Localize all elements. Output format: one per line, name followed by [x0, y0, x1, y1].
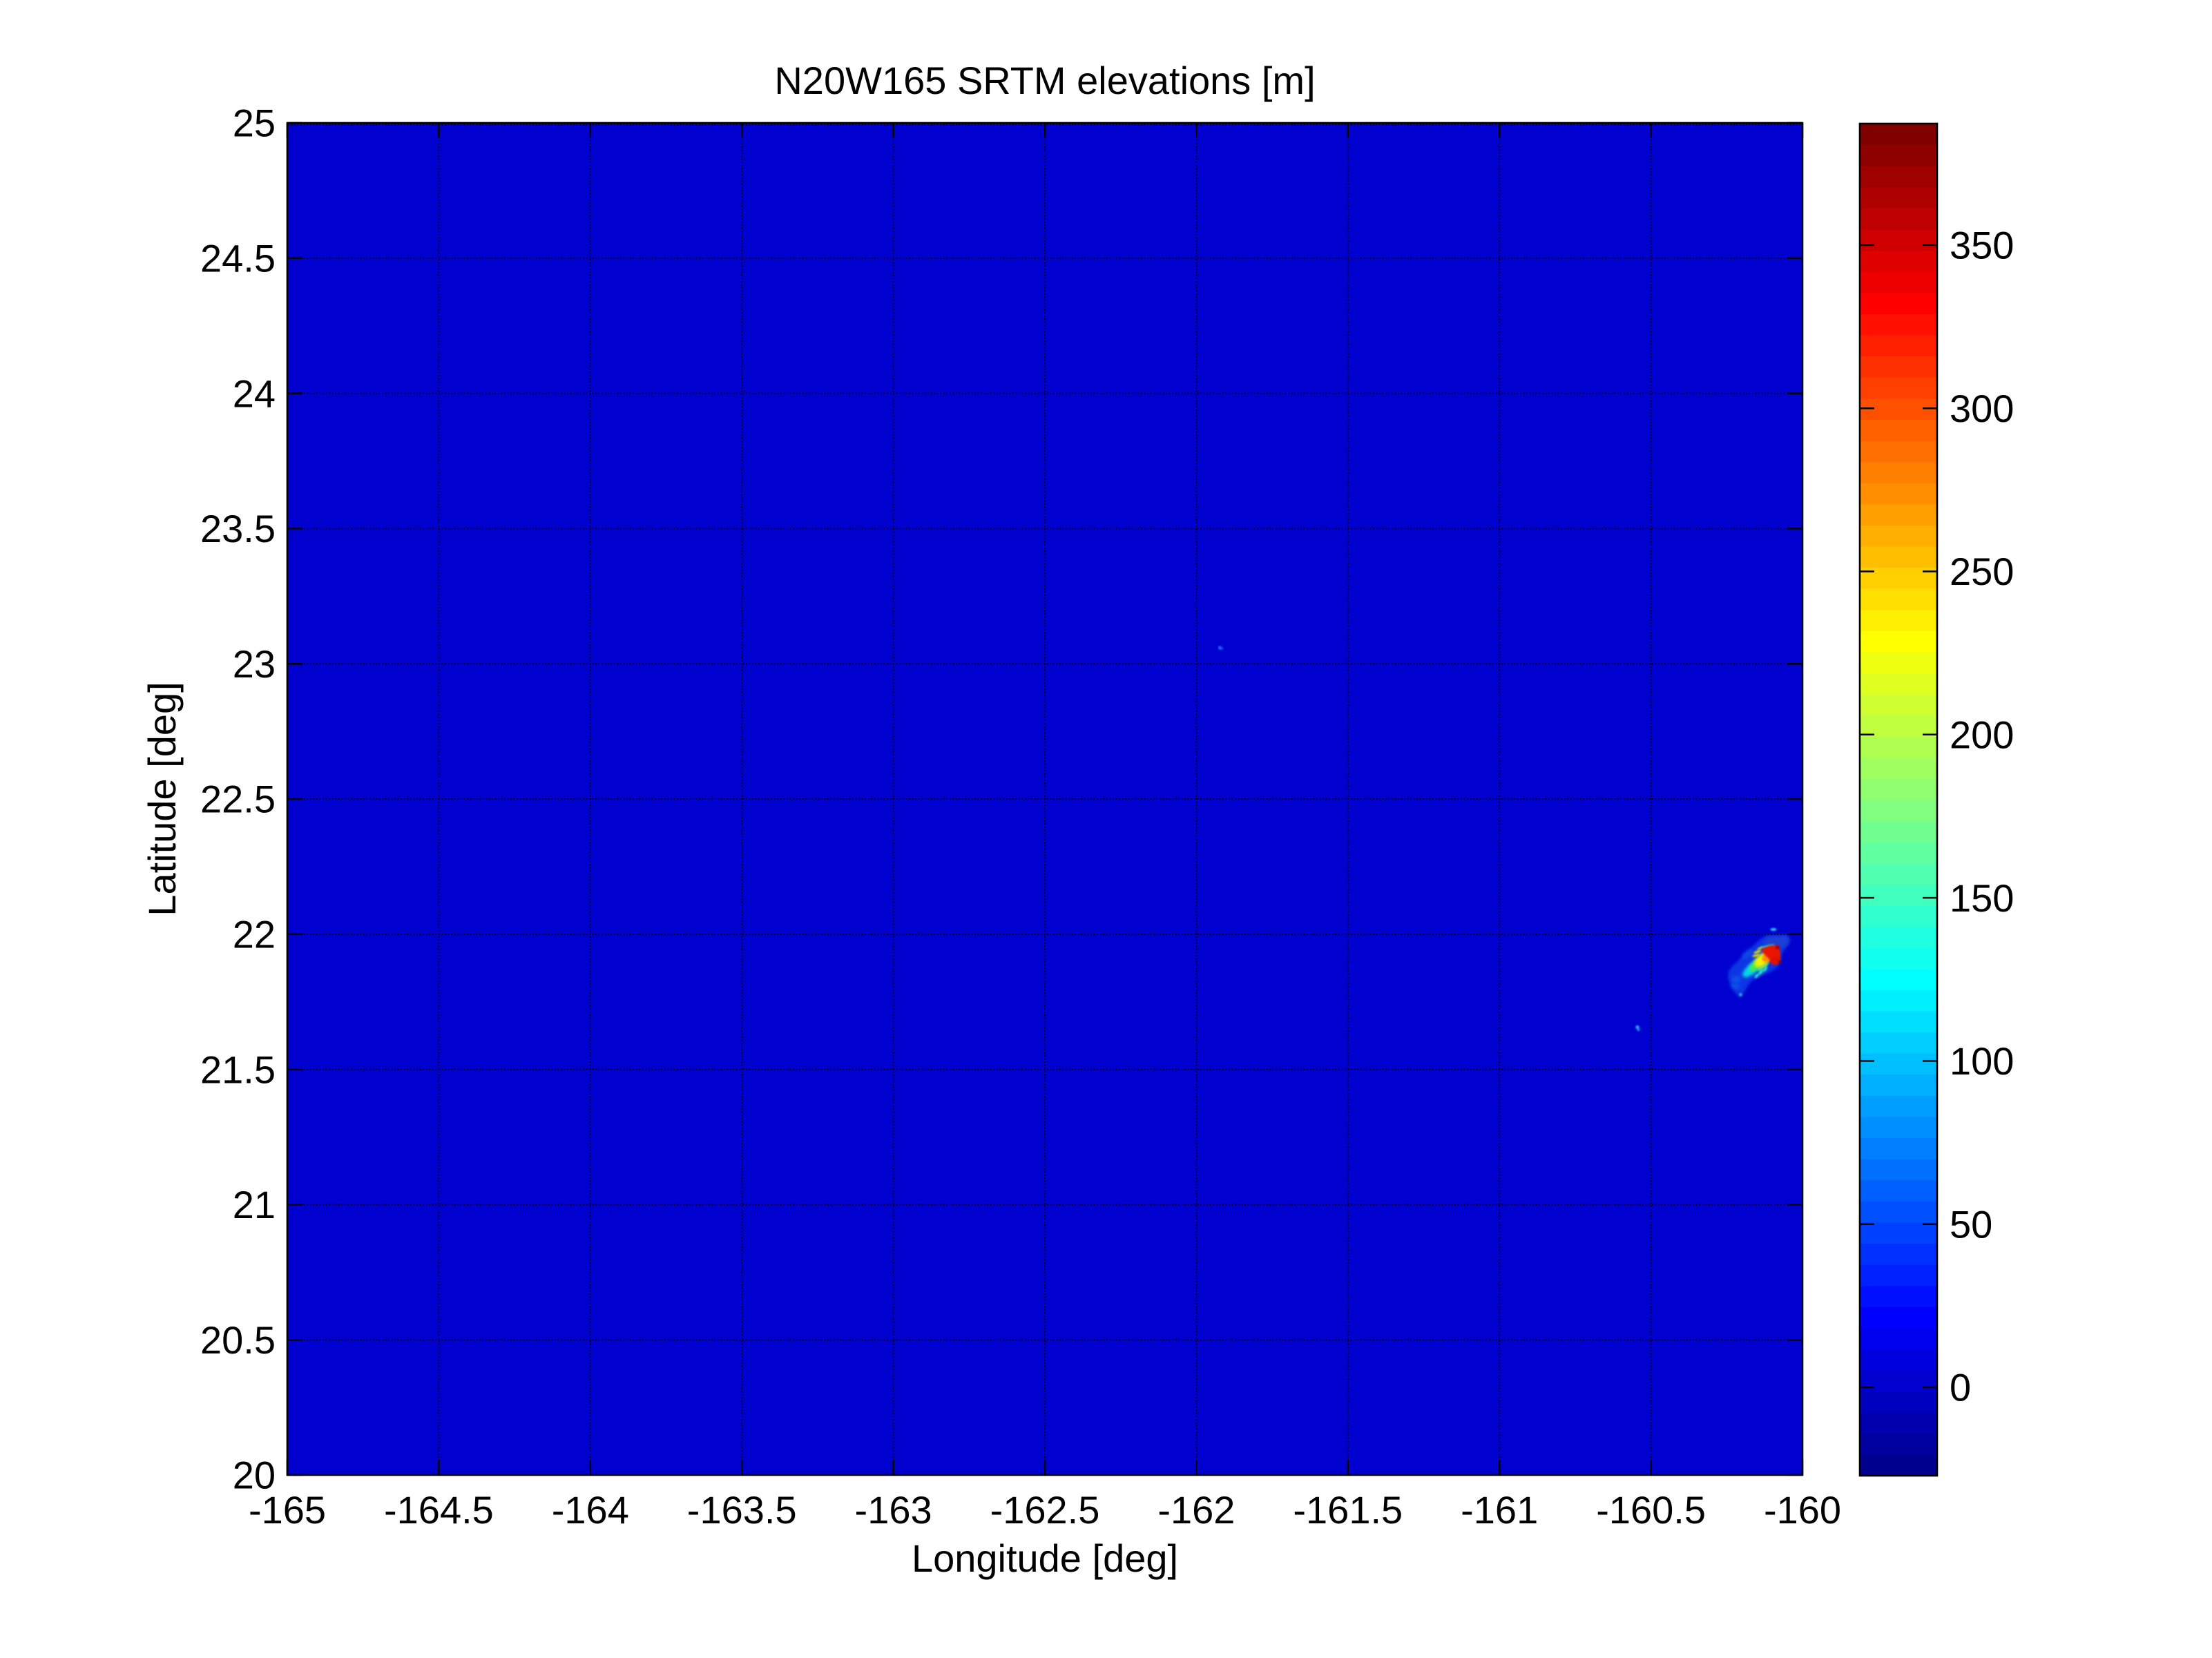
svg-text:100: 100 — [1950, 1039, 2014, 1083]
svg-text:24.5: 24.5 — [200, 237, 276, 280]
svg-text:-164: -164 — [552, 1488, 629, 1532]
svg-text:22: 22 — [233, 913, 276, 956]
svg-text:300: 300 — [1950, 387, 2014, 430]
svg-text:25: 25 — [233, 102, 276, 145]
svg-text:250: 250 — [1950, 550, 2014, 593]
svg-text:23.5: 23.5 — [200, 507, 276, 550]
svg-text:23: 23 — [233, 642, 276, 686]
svg-text:Longitude [deg]: Longitude [deg] — [912, 1536, 1178, 1580]
svg-text:N20W165 SRTM elevations [m]: N20W165 SRTM elevations [m] — [774, 59, 1315, 102]
svg-text:20: 20 — [233, 1454, 276, 1497]
svg-text:-163: -163 — [855, 1488, 932, 1532]
svg-text:0: 0 — [1950, 1366, 1971, 1409]
svg-text:24: 24 — [233, 372, 276, 415]
svg-text:21: 21 — [233, 1183, 276, 1226]
svg-text:-160: -160 — [1764, 1488, 1841, 1532]
svg-text:150: 150 — [1950, 876, 2014, 920]
svg-text:-165: -165 — [249, 1488, 326, 1532]
svg-text:-161: -161 — [1461, 1488, 1538, 1532]
svg-text:200: 200 — [1950, 713, 2014, 757]
svg-text:-163.5: -163.5 — [687, 1488, 797, 1532]
svg-text:-162.5: -162.5 — [990, 1488, 1100, 1532]
svg-text:21.5: 21.5 — [200, 1048, 276, 1091]
svg-text:-160.5: -160.5 — [1596, 1488, 1706, 1532]
svg-text:-162: -162 — [1157, 1488, 1235, 1532]
svg-text:20.5: 20.5 — [200, 1318, 276, 1362]
svg-text:22.5: 22.5 — [200, 778, 276, 821]
svg-text:350: 350 — [1950, 224, 2014, 267]
svg-text:50: 50 — [1950, 1202, 1992, 1246]
svg-text:-161.5: -161.5 — [1293, 1488, 1403, 1532]
svg-text:-164.5: -164.5 — [384, 1488, 494, 1532]
svg-text:Latitude [deg]: Latitude [deg] — [140, 682, 184, 916]
